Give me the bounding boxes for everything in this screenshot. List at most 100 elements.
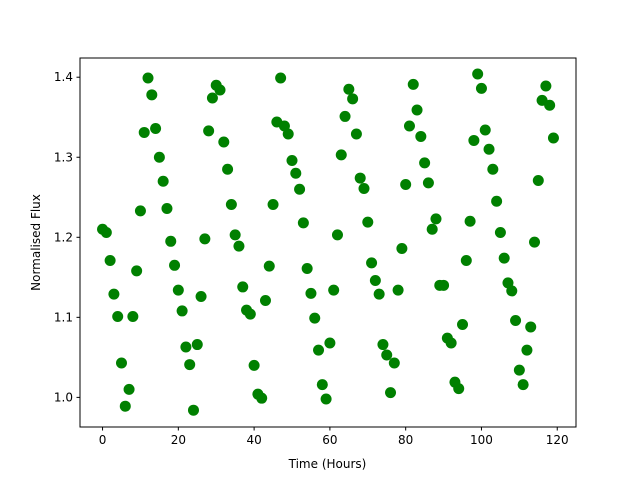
point	[494, 226, 506, 238]
point	[347, 93, 359, 105]
point	[400, 178, 412, 190]
y-axis-label: Normalised Flux	[29, 194, 43, 291]
point	[248, 359, 260, 371]
point	[335, 149, 347, 161]
point	[199, 233, 211, 245]
point	[157, 175, 169, 187]
point	[532, 174, 544, 186]
point	[529, 236, 541, 248]
point	[525, 321, 537, 333]
point	[161, 202, 173, 214]
point	[112, 311, 124, 323]
point	[328, 284, 340, 296]
point	[464, 215, 476, 227]
point	[547, 132, 559, 144]
point	[229, 229, 241, 241]
point	[172, 284, 184, 296]
point	[540, 80, 552, 92]
point	[195, 291, 207, 303]
point	[131, 265, 143, 277]
point	[513, 364, 525, 376]
point	[313, 344, 325, 356]
point	[146, 89, 158, 101]
point	[267, 198, 279, 210]
point	[521, 344, 533, 356]
point	[259, 295, 271, 307]
point	[169, 259, 181, 271]
y-tick-label: 1.1	[54, 310, 73, 324]
y-tick-label: 1.4	[54, 70, 73, 84]
point	[438, 279, 450, 291]
point	[457, 319, 469, 331]
point	[426, 223, 438, 235]
point	[343, 83, 355, 95]
point	[468, 134, 480, 146]
point	[339, 110, 351, 122]
point	[544, 99, 556, 111]
x-tick-label: 0	[99, 433, 107, 447]
point	[165, 235, 177, 247]
point	[309, 312, 321, 324]
point	[244, 308, 256, 320]
point	[225, 198, 237, 210]
point	[150, 122, 162, 134]
point	[108, 288, 120, 300]
point	[275, 72, 287, 84]
point	[305, 287, 317, 299]
point	[206, 92, 218, 104]
point	[445, 337, 457, 349]
point	[350, 128, 362, 140]
plot-frame	[79, 57, 577, 428]
x-tick-label: 60	[322, 433, 337, 447]
point	[358, 182, 370, 194]
point	[381, 349, 393, 361]
point	[396, 243, 408, 255]
point	[263, 260, 275, 272]
point	[138, 126, 150, 138]
point	[392, 284, 404, 296]
x-tick-label: 120	[546, 433, 569, 447]
point	[191, 339, 203, 351]
point	[115, 357, 127, 369]
point	[354, 172, 366, 184]
point	[422, 177, 434, 189]
point	[479, 124, 491, 136]
point	[218, 136, 230, 148]
point	[373, 288, 385, 300]
point	[256, 392, 268, 404]
x-tick-label: 80	[398, 433, 413, 447]
x-axis-label: Time (Hours)	[288, 457, 367, 471]
point	[301, 263, 313, 275]
point	[233, 240, 245, 252]
x-tick-label: 20	[171, 433, 186, 447]
point	[214, 84, 226, 96]
point	[362, 216, 374, 228]
point	[506, 285, 518, 297]
point	[483, 143, 495, 155]
point	[290, 167, 302, 179]
point	[430, 213, 442, 225]
point	[100, 226, 112, 238]
point	[127, 311, 139, 323]
point	[153, 151, 165, 163]
point	[403, 120, 415, 132]
point	[297, 217, 309, 229]
point	[294, 183, 306, 195]
point	[411, 104, 423, 116]
point	[453, 383, 465, 395]
point	[324, 337, 336, 349]
point	[104, 255, 116, 267]
point	[282, 128, 294, 140]
point	[176, 305, 188, 317]
point	[498, 252, 510, 264]
point	[517, 379, 529, 391]
point	[388, 357, 400, 369]
point	[407, 78, 419, 90]
point	[320, 393, 332, 405]
x-tick-label: 40	[246, 433, 261, 447]
point	[184, 359, 196, 371]
point	[134, 205, 146, 217]
